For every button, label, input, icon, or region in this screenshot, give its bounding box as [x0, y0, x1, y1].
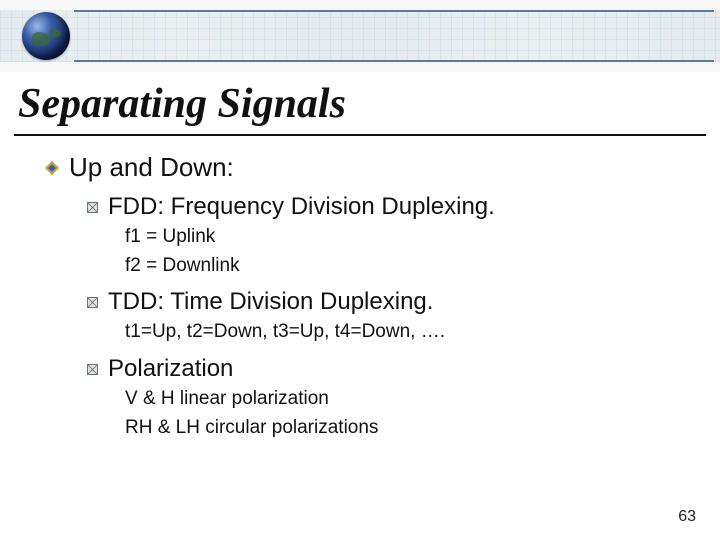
square-bullet-icon: [87, 297, 98, 308]
level2-heading: Polarization: [108, 355, 233, 383]
diamond-bullet-icon: [45, 161, 59, 175]
header-rule-bottom: [74, 60, 714, 62]
content-area: Up and Down: FDD: Frequency Division Dup…: [0, 136, 720, 440]
level3-text: t1=Up, t2=Down, t3=Up, t4=Down, ….: [125, 320, 710, 345]
level1-label: Up and Down:: [69, 152, 234, 183]
map-background: [0, 10, 720, 62]
level3-text: f2 = Downlink: [125, 254, 710, 279]
bullet-level2: TDD: Time Division Duplexing.: [87, 288, 710, 316]
level3-text: RH & LH circular polarizations: [125, 416, 710, 441]
square-bullet-icon: [87, 364, 98, 375]
header-rule-top: [74, 10, 714, 12]
level3-text: V & H linear polarization: [125, 387, 710, 412]
square-bullet-icon: [87, 202, 98, 213]
bullet-level2: Polarization: [87, 355, 710, 383]
bullet-level1: Up and Down:: [45, 152, 710, 183]
slide-title: Separating Signals: [0, 72, 720, 134]
level2-heading: TDD: Time Division Duplexing.: [108, 288, 433, 316]
level2-heading: FDD: Frequency Division Duplexing.: [108, 193, 495, 221]
header-band: [0, 0, 720, 72]
level3-text: f1 = Uplink: [125, 225, 710, 250]
globe-icon: [22, 12, 70, 60]
bullet-level2: FDD: Frequency Division Duplexing.: [87, 193, 710, 221]
page-number: 63: [678, 508, 696, 526]
